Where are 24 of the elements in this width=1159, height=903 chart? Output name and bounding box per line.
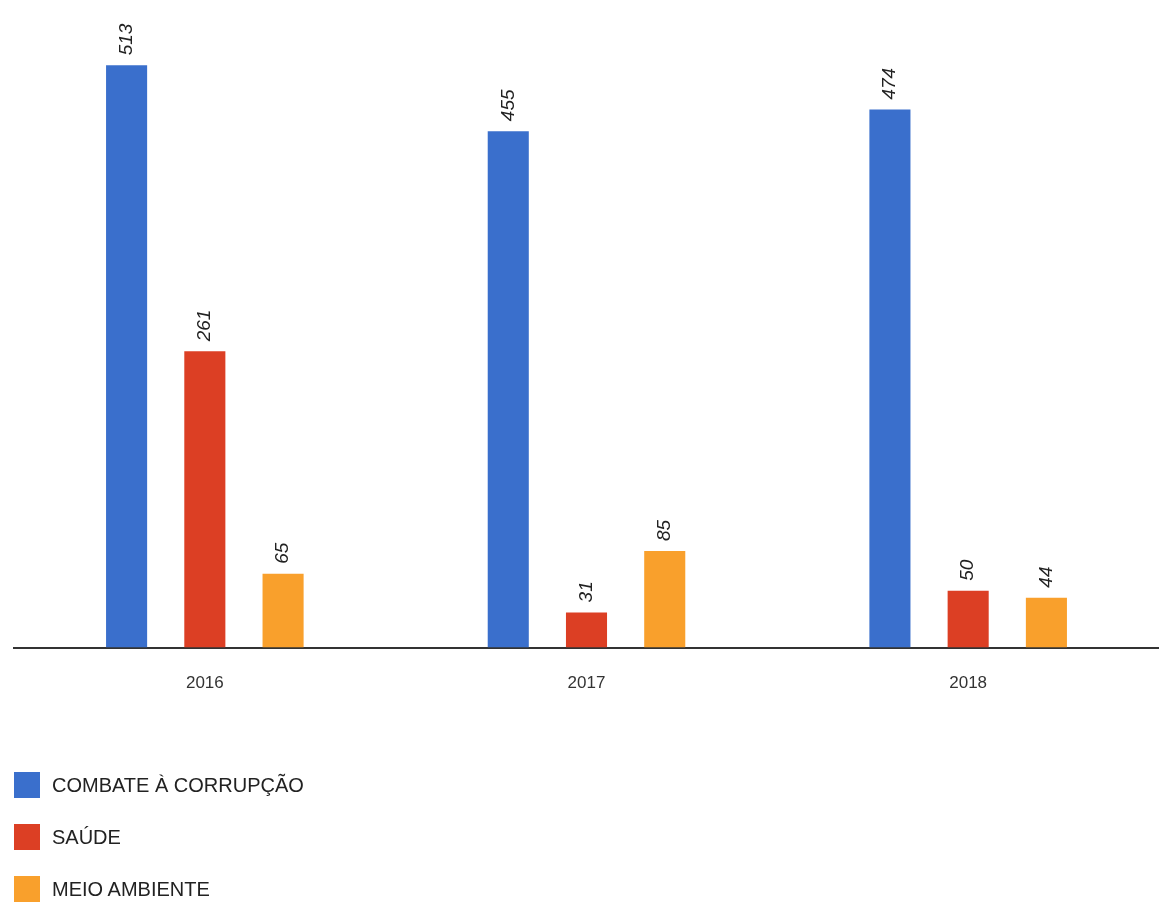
bar [565, 612, 608, 648]
bar [106, 65, 148, 648]
x-tick-label: 2017 [567, 673, 606, 693]
legend-label: SAÚDE [52, 825, 121, 849]
data-label: 455 [496, 89, 518, 122]
data-label: 474 [878, 67, 900, 100]
legend-label: COMBATE À CORRUPÇÃO [52, 773, 304, 797]
data-label: 44 [1034, 566, 1056, 588]
bar [184, 351, 226, 648]
bar [1025, 597, 1067, 648]
bar [869, 109, 911, 648]
legend-label: MEIO AMBIENTE [52, 877, 210, 901]
bar [644, 551, 686, 648]
x-tick-label: 2018 [949, 673, 988, 693]
data-label: 65 [271, 542, 293, 564]
data-label: 513 [114, 23, 136, 56]
x-tick-label: 2016 [185, 673, 224, 693]
data-label: 85 [653, 519, 675, 542]
data-label: 50 [956, 559, 978, 581]
bar [487, 131, 529, 648]
bar [947, 590, 989, 648]
data-label: 31 [574, 581, 596, 603]
bar [262, 573, 304, 648]
data-label: 261 [193, 309, 215, 343]
